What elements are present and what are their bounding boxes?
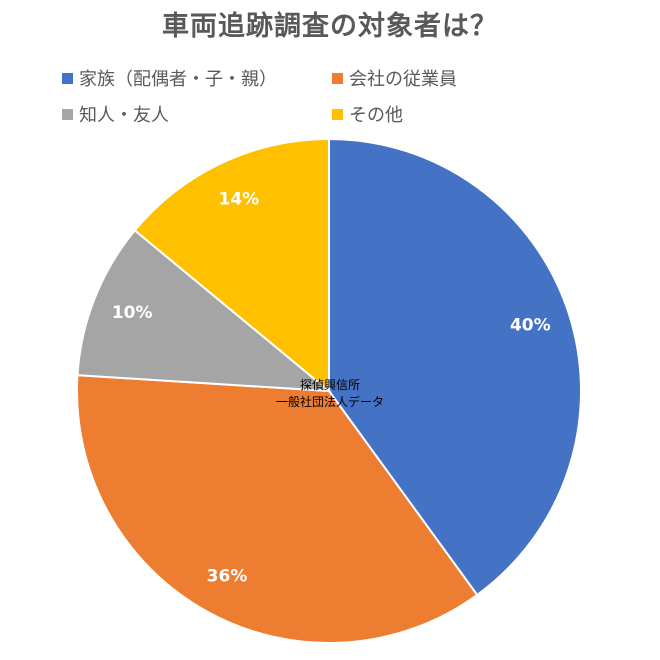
pie-slice-employees <box>76 374 479 644</box>
chart-title: 車両追跡調査の対象者は？ <box>162 11 498 42</box>
pie-slice-acquaintances <box>76 228 333 393</box>
legend-swatch-acquaintances <box>62 108 73 120</box>
legend-item-other: その他 <box>332 100 602 128</box>
pie-slice-family <box>328 137 582 597</box>
legend-label-employees: 会社の従業員 <box>349 69 457 90</box>
watermark-line-1: 探偵興信所 <box>299 378 360 392</box>
legend-item-acquaintances: 知人・友人 <box>62 100 332 128</box>
legend-label-acquaintances: 知人・友人 <box>79 105 169 126</box>
chart-legend: 家族（配偶者・子・親） 会社の従業員 知人・友人 その他 <box>62 64 602 128</box>
legend-item-employees: 会社の従業員 <box>332 64 602 92</box>
watermark: 探偵興信所 一般社団法人データ <box>250 377 410 411</box>
legend-item-family: 家族（配偶者・子・親） <box>62 64 332 92</box>
data-label-acquaintances: 10% <box>112 303 153 323</box>
watermark-line-2: 一般社団法人データ <box>275 395 384 409</box>
data-label-family: 40% <box>510 316 551 336</box>
legend-swatch-employees <box>332 72 343 84</box>
legend-swatch-family <box>62 72 73 84</box>
data-label-other: 14% <box>219 189 260 209</box>
pie-slice-other <box>133 137 330 394</box>
legend-label-other: その他 <box>349 105 403 126</box>
data-label-employees: 36% <box>207 566 248 586</box>
legend-swatch-other <box>332 108 343 120</box>
legend-label-family: 家族（配偶者・子・親） <box>79 69 277 90</box>
